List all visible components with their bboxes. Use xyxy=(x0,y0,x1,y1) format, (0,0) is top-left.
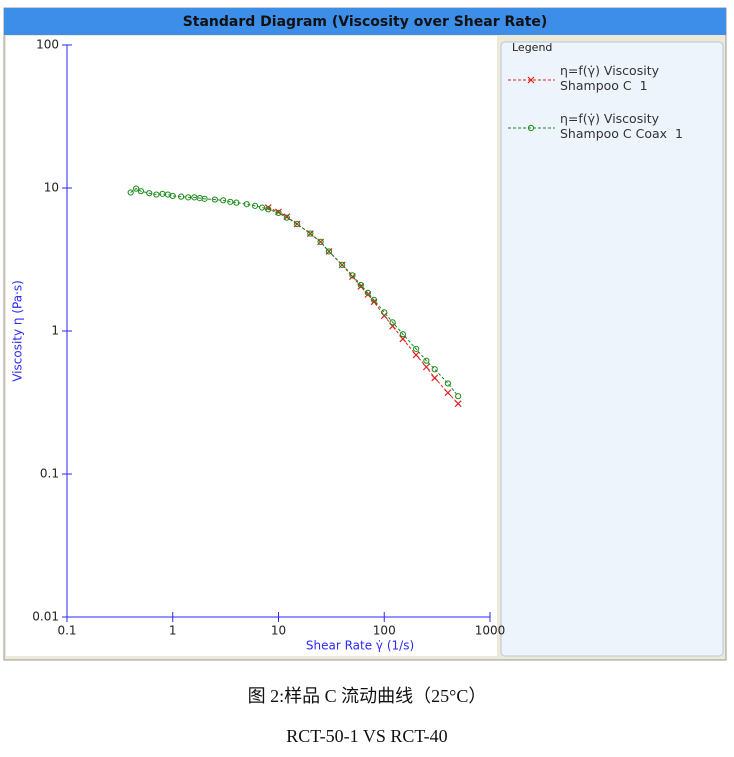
data-point xyxy=(317,238,324,245)
data-point xyxy=(275,209,282,216)
data-point xyxy=(227,198,234,205)
data-point xyxy=(422,363,430,371)
data-point xyxy=(357,281,364,289)
chart-title: Standard Diagram (Viscosity over Shear R… xyxy=(183,14,548,30)
data-point xyxy=(431,366,438,373)
x-tick-label: 0.1 xyxy=(57,624,76,638)
y-tick-label: 1 xyxy=(51,324,59,338)
data-point xyxy=(370,298,378,306)
data-point xyxy=(132,185,140,192)
data-point xyxy=(307,230,314,237)
data-point xyxy=(137,188,145,195)
data-point xyxy=(265,206,272,213)
x-tick-label: 10 xyxy=(271,624,286,638)
data-point xyxy=(178,193,185,200)
data-point xyxy=(169,192,176,200)
data-point xyxy=(412,345,420,352)
data-point xyxy=(364,289,371,296)
x-tick-label: 1 xyxy=(169,624,177,638)
data-point xyxy=(444,389,452,397)
data-point xyxy=(259,204,266,211)
y-axis-label: Viscosity η (Pa·s) xyxy=(11,280,25,382)
data-point xyxy=(264,204,272,211)
data-point xyxy=(399,331,406,338)
y-tick-label: 0.1 xyxy=(40,467,59,481)
legend-label: η=f(γ̇) Viscosity Shampoo C 1 xyxy=(560,63,659,93)
y-tick-label: 10 xyxy=(44,181,59,195)
legend-title: Legend xyxy=(512,41,552,54)
plot-area xyxy=(6,36,497,656)
data-point xyxy=(348,273,356,281)
data-point xyxy=(185,194,192,201)
data-point xyxy=(364,291,372,298)
data-point xyxy=(339,261,346,268)
data-point xyxy=(370,296,378,303)
chart: Standard Diagram (Viscosity over Shear R… xyxy=(3,7,727,661)
x-axis-label: Shear Rate γ̇ (1/s) xyxy=(306,639,414,653)
y-tick-label: 0.01 xyxy=(32,610,59,624)
legend-marker xyxy=(527,124,535,132)
legend-box xyxy=(500,41,724,657)
x-tick-label: 1000 xyxy=(475,624,506,638)
data-point xyxy=(325,248,333,255)
data-point xyxy=(431,374,439,382)
data-point xyxy=(423,357,430,364)
data-point xyxy=(220,197,227,204)
legend-marker xyxy=(527,76,535,84)
legend-label: η=f(γ̇) Viscosity Shampoo C Coax 1 xyxy=(560,111,683,141)
data-point xyxy=(357,282,365,290)
data-point xyxy=(381,309,388,316)
x-tick-label: 100 xyxy=(373,624,396,638)
data-point xyxy=(389,319,396,326)
caption-line: RCT-50-1 VS RCT-40 xyxy=(286,726,448,746)
data-point xyxy=(454,400,462,408)
title-bar xyxy=(4,8,726,35)
y-tick-label: 100 xyxy=(36,38,59,52)
data-point xyxy=(153,191,160,198)
data-point xyxy=(283,214,290,221)
data-point xyxy=(294,220,301,228)
data-point xyxy=(349,272,356,279)
data-point xyxy=(243,201,250,208)
data-point xyxy=(412,351,420,359)
data-point xyxy=(146,190,153,197)
data-point xyxy=(211,196,218,203)
data-point xyxy=(251,202,259,209)
data-point xyxy=(127,189,134,196)
data-point xyxy=(455,393,462,400)
data-point xyxy=(444,380,452,387)
data-point xyxy=(233,199,240,206)
caption-line: 图 2:样品 C 流动曲线（25°C） xyxy=(247,686,487,706)
data-point xyxy=(201,195,208,202)
